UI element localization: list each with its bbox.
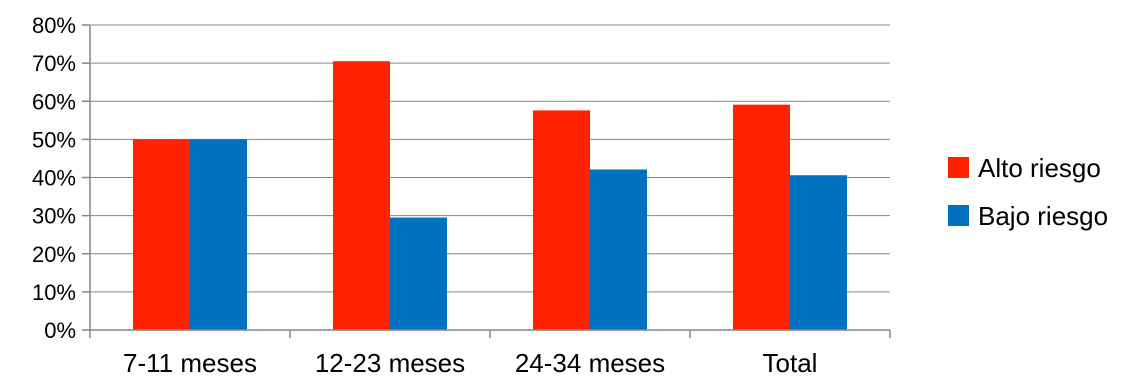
y-tick-label: 10% <box>32 280 76 305</box>
y-tick-label: 70% <box>32 51 76 76</box>
bar-alto-riesgo-1 <box>333 61 390 330</box>
legend-swatch <box>948 205 969 226</box>
bar-bajo-riesgo-2 <box>590 169 647 330</box>
bars <box>133 61 847 331</box>
x-axis-ticks <box>89 330 891 338</box>
legend-label: Bajo riesgo <box>978 201 1108 231</box>
y-axis-ticks: 0% 10% 20% 30% 40% 50% 60% 70% 80% <box>32 13 90 343</box>
x-category-label: 12-23 meses <box>315 348 465 378</box>
y-tick-label: 30% <box>32 204 76 229</box>
bar-alto-riesgo-3 <box>733 104 790 331</box>
bar-bajo-riesgo-3 <box>790 175 847 330</box>
y-tick-label: 40% <box>32 166 76 191</box>
bar-bajo-riesgo-1 <box>390 217 447 330</box>
y-tick-label: 50% <box>32 127 76 152</box>
bar-bajo-riesgo-0 <box>190 139 247 330</box>
x-category-label: 7-11 meses <box>123 348 257 378</box>
y-tick-label: 60% <box>32 89 76 114</box>
y-tick-label: 0% <box>44 318 76 343</box>
legend-swatch <box>948 157 969 178</box>
legend: Alto riesgo Bajo riesgo <box>948 153 1108 231</box>
x-category-label: 24-34 meses <box>515 348 665 378</box>
x-category-label: Total <box>763 348 818 378</box>
y-tick-label: 20% <box>32 242 76 267</box>
bar-alto-riesgo-2 <box>533 110 590 331</box>
y-tick-label: 80% <box>32 13 76 38</box>
bar-alto-riesgo-0 <box>133 139 190 330</box>
x-axis-labels: 7-11 meses 12-23 meses 24-34 meses Total <box>123 348 817 378</box>
legend-label: Alto riesgo <box>978 153 1101 183</box>
